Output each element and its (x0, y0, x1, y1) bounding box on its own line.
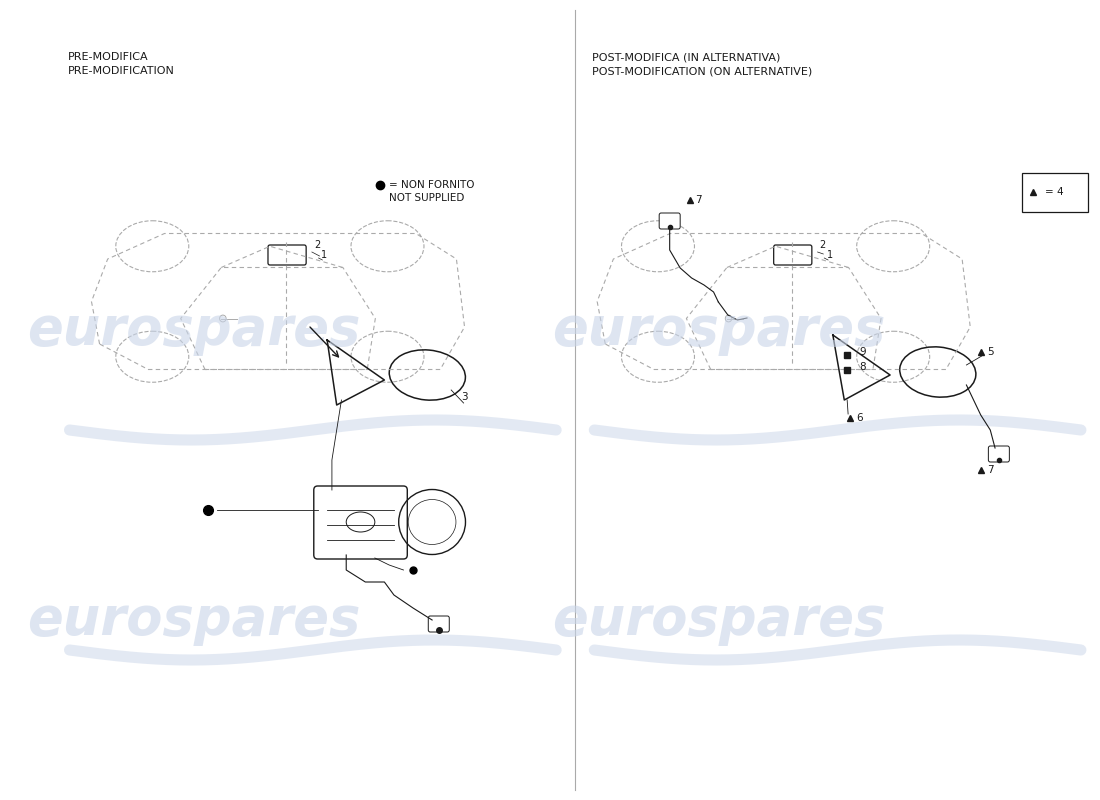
Text: eurospares: eurospares (552, 594, 886, 646)
FancyBboxPatch shape (1022, 173, 1088, 212)
Text: 2: 2 (314, 240, 320, 250)
Text: eurospares: eurospares (26, 594, 360, 646)
Text: 1: 1 (827, 250, 833, 260)
Text: POST-MODIFICA (IN ALTERNATIVA)
POST-MODIFICATION (ON ALTERNATIVE): POST-MODIFICA (IN ALTERNATIVA) POST-MODI… (593, 52, 813, 76)
FancyBboxPatch shape (989, 446, 1010, 462)
Text: 3: 3 (461, 392, 468, 402)
Text: 2: 2 (820, 240, 826, 250)
FancyBboxPatch shape (773, 245, 812, 265)
Text: 1: 1 (321, 250, 328, 260)
Text: 8: 8 (859, 362, 866, 372)
Text: 7: 7 (988, 465, 994, 475)
FancyBboxPatch shape (659, 213, 680, 229)
FancyBboxPatch shape (428, 616, 449, 632)
Text: PRE-MODIFICA
PRE-MODIFICATION: PRE-MODIFICA PRE-MODIFICATION (67, 52, 175, 76)
FancyBboxPatch shape (314, 486, 407, 559)
Text: 5: 5 (988, 347, 994, 357)
Text: = 4: = 4 (1045, 187, 1064, 197)
Text: NOT SUPPLIED: NOT SUPPLIED (389, 193, 464, 203)
Text: = NON FORNITO: = NON FORNITO (389, 180, 475, 190)
Text: 6: 6 (857, 413, 864, 423)
Text: eurospares: eurospares (552, 304, 886, 356)
Text: 9: 9 (859, 347, 866, 357)
FancyBboxPatch shape (268, 245, 306, 265)
Text: 7: 7 (695, 195, 702, 205)
Text: eurospares: eurospares (26, 304, 360, 356)
